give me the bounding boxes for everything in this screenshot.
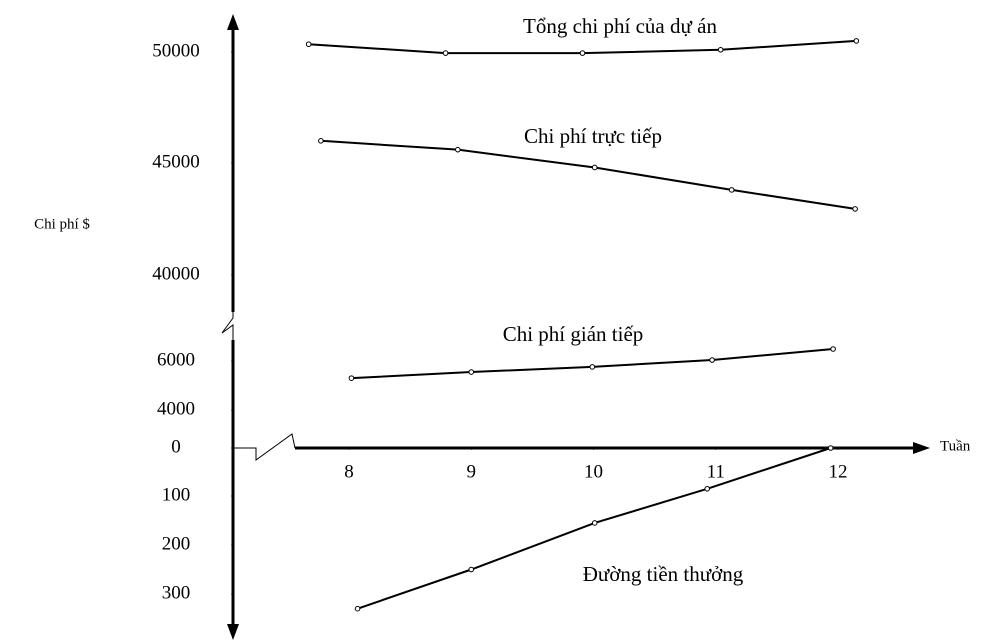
point [830,346,836,352]
series-label: Tổng chi phí của dự án [523,14,717,38]
point [717,46,724,53]
x-tick-label: 10 [584,461,603,482]
point [318,138,324,144]
x-arrow [913,442,930,454]
point [704,486,710,492]
point [728,187,735,193]
point [852,206,858,212]
y-axis-title: Chi phí $ [34,216,90,232]
point [455,146,461,153]
y-tick-label: 100 [162,484,191,505]
point [591,520,598,526]
series-line [351,347,834,380]
axes [221,14,930,640]
series-label: Đường tiền thưởng [583,562,744,586]
y-tick-label: 300 [162,582,191,603]
y-arrow-up [227,14,239,30]
x-tick-label: 9 [467,461,477,482]
series-label: Chi phí trực tiếp [524,124,662,148]
point [589,364,596,370]
x-tick-label: 8 [344,461,354,482]
x-tick-label: 12 [829,461,848,482]
point [468,566,475,573]
point [827,445,834,451]
y-tick-label: 6000 [157,349,195,370]
x-axis-break [233,433,296,461]
point [468,369,475,375]
point [354,605,361,612]
series-line [320,139,856,210]
y-arrow-down [227,624,239,640]
point [305,41,312,48]
point [348,375,355,381]
y-tick-label: 50000 [152,40,200,61]
y-tick-label: 45000 [152,151,200,172]
y-tick-label: 40000 [152,263,200,284]
y-axis-break [221,312,234,340]
point [853,38,860,44]
y-tick-label: 0 [171,436,181,457]
x-axis-title: Tuần [940,438,971,454]
point [709,357,715,363]
y-tick-label: 200 [162,533,191,554]
y-tick-label: 4000 [157,398,195,419]
point [591,164,598,171]
point [579,50,586,56]
point [442,50,449,56]
x-tick-label: 11 [707,461,725,482]
series-label: Chi phí gián tiếp [503,322,644,346]
